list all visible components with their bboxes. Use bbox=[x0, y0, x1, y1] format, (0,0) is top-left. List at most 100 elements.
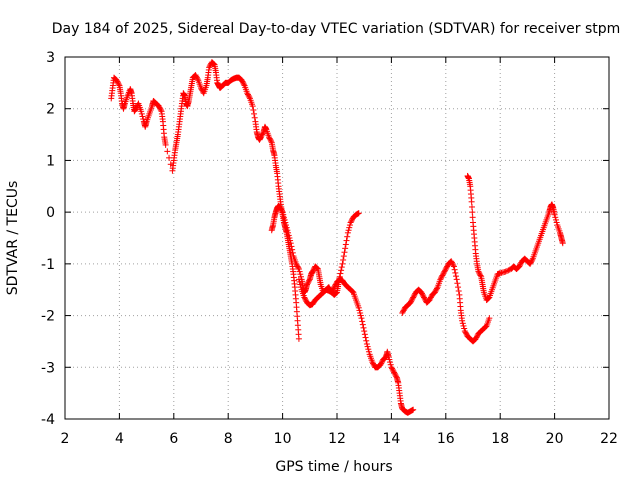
data-point bbox=[387, 359, 394, 366]
data-point bbox=[485, 295, 492, 302]
data-point bbox=[251, 114, 258, 121]
data-point bbox=[246, 94, 253, 101]
data-point bbox=[138, 108, 145, 115]
data-point bbox=[295, 264, 302, 271]
data-point bbox=[313, 264, 320, 271]
data-point bbox=[363, 341, 370, 348]
data-point bbox=[433, 285, 440, 292]
y-tick-label: -1 bbox=[41, 257, 55, 273]
data-point bbox=[346, 224, 353, 231]
data-point bbox=[453, 276, 460, 283]
data-point bbox=[411, 291, 418, 298]
data-point bbox=[288, 243, 295, 250]
data-point bbox=[452, 269, 459, 276]
data-point bbox=[113, 77, 120, 84]
data-point bbox=[156, 104, 163, 111]
data-point bbox=[455, 284, 462, 291]
data-point bbox=[278, 206, 285, 213]
data-point bbox=[439, 272, 446, 279]
data-point bbox=[408, 297, 415, 304]
data-point bbox=[329, 288, 336, 295]
data-point bbox=[285, 232, 292, 239]
data-point bbox=[210, 60, 217, 67]
data-point bbox=[516, 262, 523, 269]
data-point bbox=[281, 216, 288, 223]
data-point bbox=[443, 264, 450, 271]
data-point bbox=[280, 214, 287, 221]
x-tick-label: 16 bbox=[437, 431, 455, 447]
x-tick-label: 6 bbox=[169, 431, 178, 447]
data-point bbox=[476, 271, 483, 278]
data-point bbox=[302, 295, 309, 302]
y-tick-label: -2 bbox=[41, 309, 55, 325]
data-point bbox=[266, 134, 272, 141]
data-point bbox=[442, 267, 449, 274]
data-point bbox=[333, 289, 340, 296]
data-point bbox=[155, 103, 162, 110]
data-point bbox=[448, 259, 455, 266]
data-point bbox=[266, 135, 273, 142]
data-point bbox=[249, 103, 256, 110]
data-point bbox=[358, 315, 365, 322]
data-point bbox=[342, 245, 349, 252]
data-point bbox=[140, 116, 147, 123]
data-point bbox=[338, 267, 345, 274]
data-point bbox=[463, 330, 470, 337]
data-point bbox=[349, 288, 356, 295]
data-point bbox=[469, 209, 476, 216]
data-point bbox=[451, 266, 458, 273]
data-point bbox=[476, 269, 483, 276]
y-tick-label: 0 bbox=[46, 205, 55, 221]
data-point bbox=[527, 260, 534, 267]
x-tick-label: 10 bbox=[274, 431, 292, 447]
data-point bbox=[192, 72, 199, 79]
data-point bbox=[378, 360, 385, 367]
x-axis-title: GPS time / hours bbox=[275, 459, 392, 475]
data-point bbox=[282, 219, 289, 226]
data-point bbox=[486, 315, 493, 322]
data-point bbox=[552, 216, 559, 223]
data-point bbox=[440, 269, 447, 276]
data-point bbox=[484, 295, 491, 302]
data-point bbox=[559, 240, 566, 247]
data-point bbox=[277, 205, 284, 212]
data-point bbox=[193, 73, 200, 80]
data-point bbox=[305, 278, 312, 285]
data-point bbox=[285, 229, 292, 236]
data-point bbox=[294, 263, 301, 270]
data-point bbox=[409, 295, 416, 302]
data-point bbox=[385, 353, 392, 360]
data-point bbox=[359, 321, 366, 328]
data-point bbox=[332, 281, 339, 288]
data-point bbox=[391, 370, 398, 377]
data-point bbox=[461, 328, 468, 335]
data-point bbox=[449, 260, 456, 267]
data-point bbox=[257, 134, 264, 141]
data-point bbox=[295, 276, 302, 283]
data-point bbox=[431, 289, 438, 296]
data-point bbox=[295, 335, 302, 342]
data-point bbox=[468, 203, 475, 210]
data-point bbox=[421, 295, 428, 302]
data-point bbox=[469, 214, 476, 221]
data-point bbox=[289, 246, 296, 253]
data-point bbox=[244, 90, 251, 97]
data-point bbox=[437, 276, 444, 283]
data-point bbox=[293, 260, 300, 267]
data-point bbox=[355, 304, 362, 311]
x-tick-label: 22 bbox=[600, 431, 618, 447]
data-point bbox=[331, 284, 338, 291]
data-point bbox=[477, 272, 484, 279]
data-point bbox=[370, 360, 377, 367]
data-point bbox=[355, 210, 362, 217]
data-point bbox=[240, 81, 247, 88]
data-point bbox=[418, 289, 425, 296]
data-point bbox=[309, 268, 316, 275]
data-point bbox=[432, 288, 439, 295]
data-point bbox=[283, 222, 289, 229]
data-point bbox=[360, 324, 367, 331]
data-point bbox=[342, 241, 349, 248]
data-point bbox=[193, 74, 200, 81]
data-point bbox=[344, 229, 351, 236]
data-point bbox=[289, 249, 296, 256]
